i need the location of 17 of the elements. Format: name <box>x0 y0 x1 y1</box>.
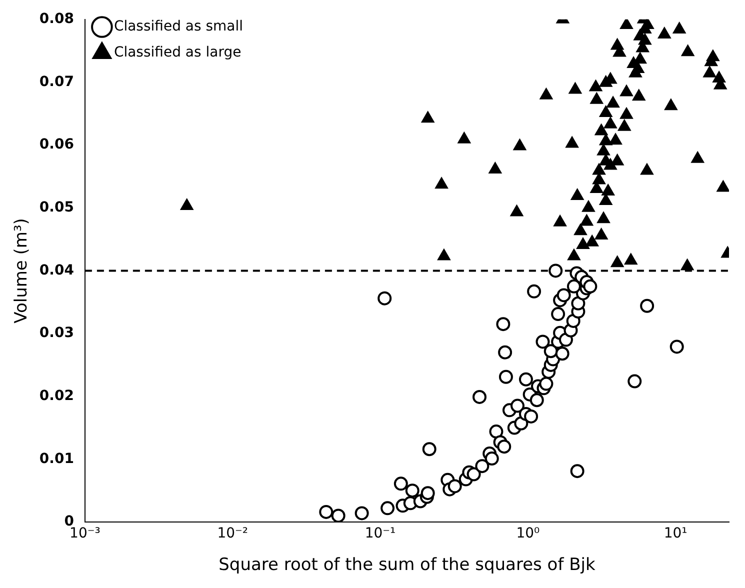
x-axis-title: Square root of the sum of the squares of Bjk <box>218 555 596 576</box>
y-tick-label: 0.02 <box>39 388 74 404</box>
y-axis-title: Volume (m³) <box>12 218 32 324</box>
x-tick-label: 10⁻² <box>217 525 248 542</box>
x-tick-label: 10¹ <box>664 525 688 542</box>
y-tick-label: 0.06 <box>39 136 74 153</box>
y-tick-label: 0.04 <box>39 262 74 278</box>
legend-label: Classified as large <box>114 44 242 61</box>
y-tick-label: 0.05 <box>39 200 74 216</box>
legend-label: Classified as small <box>114 18 244 35</box>
x-tick-label: 10⁻³ <box>70 525 100 542</box>
y-tick-label: 0.08 <box>39 11 74 28</box>
y-tick-label: 0.03 <box>39 325 74 342</box>
y-tick-label: 0.07 <box>39 74 74 90</box>
y-tick-label: 0.01 <box>39 450 74 467</box>
x-tick-label: 10⁰ <box>516 525 540 542</box>
x-tick-label: 10⁻¹ <box>364 525 396 542</box>
